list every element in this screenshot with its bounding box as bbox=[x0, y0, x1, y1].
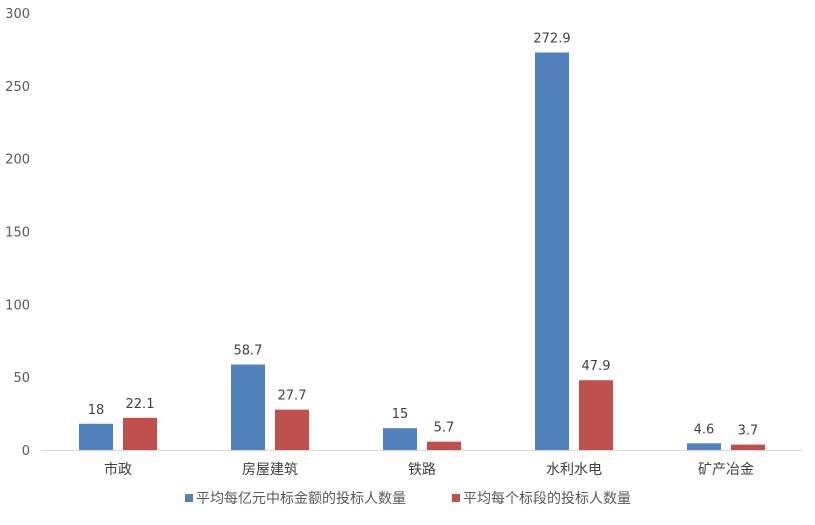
y-tick-label: 50 bbox=[13, 371, 30, 386]
data-label: 5.7 bbox=[434, 421, 455, 436]
y-tick-label: 200 bbox=[5, 153, 30, 168]
data-label: 18 bbox=[88, 403, 105, 418]
data-label: 15 bbox=[392, 407, 409, 422]
bar-series-2 bbox=[275, 409, 309, 450]
data-label: 58.7 bbox=[234, 343, 263, 358]
legend-label-series-2: 平均每个标段的投标人数量 bbox=[463, 491, 631, 507]
bar-series-1 bbox=[231, 364, 265, 450]
bar-series-1 bbox=[535, 52, 569, 450]
y-tick-label: 300 bbox=[5, 7, 30, 22]
data-label: 22.1 bbox=[126, 397, 155, 412]
x-category-label: 水利水电 bbox=[546, 462, 602, 478]
data-label: 272.9 bbox=[533, 31, 570, 46]
legend-swatch-series-1 bbox=[185, 494, 193, 502]
legend-label-series-1: 平均每亿元中标金额的投标人数量 bbox=[196, 491, 406, 507]
legend: 平均每亿元中标金额的投标人数量 平均每个标段的投标人数量 bbox=[185, 491, 631, 507]
y-axis: 0 50 100 150 200 250 300 bbox=[5, 7, 30, 459]
bar-series-1 bbox=[383, 428, 417, 450]
bar-series-1 bbox=[79, 423, 113, 450]
x-category-label: 铁路 bbox=[408, 462, 436, 478]
y-tick-label: 0 bbox=[22, 444, 30, 459]
legend-swatch-series-2 bbox=[452, 494, 460, 502]
bar-series-2 bbox=[731, 444, 765, 450]
y-tick-label: 150 bbox=[5, 226, 30, 241]
x-category-label: 房屋建筑 bbox=[242, 462, 298, 478]
bars bbox=[79, 52, 765, 450]
y-tick-label: 100 bbox=[5, 298, 30, 313]
x-category-label: 市政 bbox=[104, 461, 132, 478]
x-axis: 市政 房屋建筑 铁路 水利水电 矿产冶金 bbox=[42, 450, 802, 478]
bar-series-1 bbox=[687, 443, 721, 450]
bar-series-2 bbox=[579, 380, 613, 450]
data-label: 47.9 bbox=[582, 359, 611, 374]
bar-series-2 bbox=[427, 441, 461, 450]
y-tick-label: 250 bbox=[5, 80, 30, 95]
data-label: 4.6 bbox=[694, 422, 715, 437]
data-label: 27.7 bbox=[278, 389, 307, 404]
data-label: 3.7 bbox=[738, 424, 759, 439]
data-labels: 18 22.1 58.7 27.7 15 5.7 272.9 47.9 4.6 3.7 bbox=[88, 31, 759, 438]
x-category-label: 矿产冶金 bbox=[698, 462, 754, 478]
bar-series-2 bbox=[123, 417, 157, 450]
